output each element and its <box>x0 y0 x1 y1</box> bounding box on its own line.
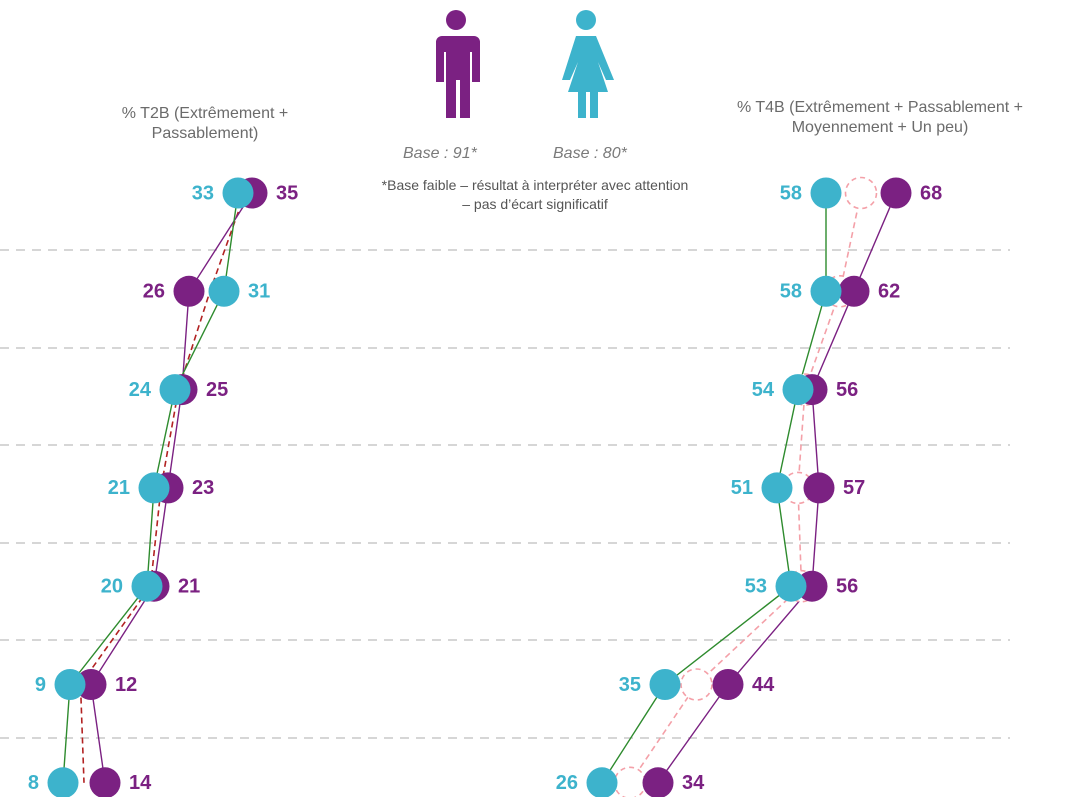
dot <box>712 669 744 700</box>
dot <box>89 767 121 797</box>
woman-icon <box>562 10 614 118</box>
man-icon <box>436 10 480 118</box>
dot <box>173 275 205 307</box>
note: *Base faible – résultat à interpréter av… <box>381 177 689 212</box>
data-label: 62 <box>878 281 900 303</box>
dot <box>47 767 79 797</box>
data-label: 58 <box>780 182 802 204</box>
data-label: 25 <box>206 379 228 401</box>
data-label: 58 <box>780 281 802 303</box>
data-label: 20 <box>101 575 123 597</box>
dot <box>810 177 842 209</box>
dot <box>838 275 870 307</box>
dot <box>642 767 674 797</box>
data-label: 31 <box>248 281 270 303</box>
dot <box>159 374 191 406</box>
dot <box>54 669 86 700</box>
base-men: Base : 91* <box>403 145 477 162</box>
data-label: 35 <box>619 674 641 696</box>
dot <box>131 570 163 602</box>
data-label: 9 <box>35 674 46 696</box>
data-label: 21 <box>108 477 130 499</box>
dot <box>782 374 814 406</box>
dot <box>138 472 170 504</box>
dot <box>803 472 835 504</box>
dot <box>810 275 842 307</box>
hollow-dot <box>613 766 647 797</box>
data-label: 57 <box>843 477 865 499</box>
data-label: 24 <box>129 379 152 401</box>
data-label: 44 <box>752 674 775 696</box>
data-label: 23 <box>192 477 214 499</box>
separators <box>0 249 1010 739</box>
data-label: 56 <box>836 575 858 597</box>
data-label: 26 <box>143 281 165 303</box>
right-title: % T4B (Extrêmement + Passablement + Moye… <box>736 99 1024 136</box>
dot <box>208 275 240 307</box>
dot <box>222 177 254 209</box>
data-label: 14 <box>129 772 152 794</box>
dot <box>761 472 793 504</box>
data-label: 68 <box>920 182 942 204</box>
data-label: 33 <box>192 182 214 204</box>
data-label: 53 <box>745 575 767 597</box>
data-label: 56 <box>836 379 858 401</box>
data-label: 35 <box>276 182 298 204</box>
data-label: 26 <box>556 772 578 794</box>
data-label: 34 <box>682 772 705 794</box>
data-label: 12 <box>115 674 137 696</box>
dot <box>880 177 912 209</box>
base-women: Base : 80* <box>553 145 627 162</box>
dot <box>775 570 807 602</box>
data-label: 51 <box>731 477 753 499</box>
data-label: 8 <box>28 772 39 794</box>
data-label: 21 <box>178 575 200 597</box>
hollow-dot <box>680 668 713 701</box>
hollow-dot <box>844 176 878 210</box>
dot <box>586 767 618 797</box>
dot <box>649 669 681 700</box>
data-label: 54 <box>752 379 775 401</box>
left-title: % T2B (Extrêmement + Passablement) <box>121 105 289 142</box>
